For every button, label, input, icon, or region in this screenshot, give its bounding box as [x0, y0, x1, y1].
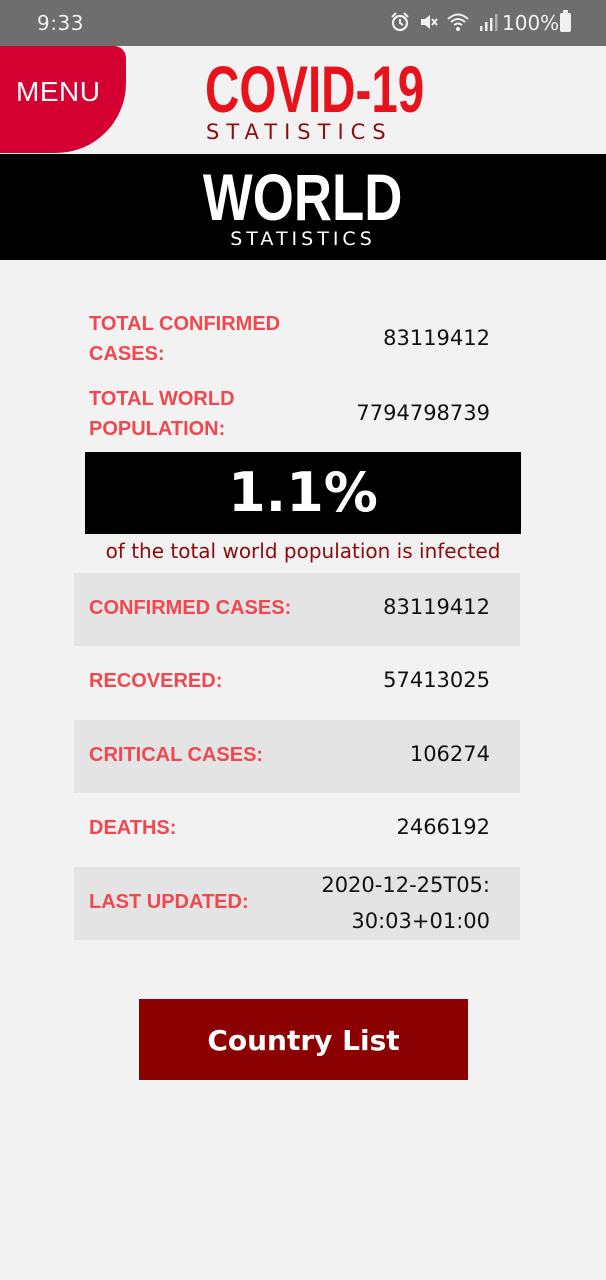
confirmed-label: CONFIRMED CASES: [89, 597, 292, 619]
stat-row-deaths: DEATHS: 2466192 [74, 793, 520, 866]
stat-row-recovered: RECOVERED: 57413025 [74, 646, 520, 719]
menu-label: MENU [16, 76, 101, 107]
status-icons [390, 12, 506, 32]
last-updated-value: 2020-12-25T05: 30:03+01:00 [321, 867, 490, 939]
battery-icon [560, 10, 571, 32]
wifi-icon [447, 13, 469, 31]
confirmed-value: 83119412 [383, 595, 490, 619]
stat-row-confirmed: CONFIRMED CASES: 83119412 [74, 573, 520, 646]
total-confirmed-label: TOTAL CONFIRMED CASES: [89, 313, 281, 365]
deaths-label: DEATHS: [89, 817, 177, 839]
critical-label: CRITICAL CASES: [89, 744, 264, 766]
last-updated-label: LAST UPDATED: [89, 891, 249, 913]
stat-row-last-updated: LAST UPDATED: 2020-12-25T05: 30:03+01:00 [74, 867, 520, 940]
last-updated-line2: 30:03+01:00 [351, 909, 490, 933]
signal-icon [480, 14, 498, 31]
battery-percent: 100% [502, 11, 560, 35]
last-updated-line1: 2020-12-25T05: [321, 873, 490, 897]
alarm-icon [391, 12, 409, 32]
banner-subtitle: STATISTICS [230, 228, 376, 250]
total-confirmed-value: 83119412 [383, 326, 490, 350]
critical-value: 106274 [409, 742, 490, 766]
app-header: MENU COVID-19 STATISTICS [0, 46, 606, 154]
mute-icon [421, 15, 438, 29]
stat-row-critical: CRITICAL CASES: 106274 [74, 720, 520, 793]
banner-title-text: WORLD [203, 160, 403, 234]
recovered-label: RECOVERED: [89, 670, 223, 692]
infected-percent: 1.1% [228, 461, 378, 524]
total-population-label: TOTAL WORLD POPULATION: [89, 388, 235, 440]
menu-button[interactable]: MENU [0, 46, 126, 153]
banner-title: WORLD [0, 164, 606, 230]
total-population-value: 7794798739 [356, 401, 490, 425]
status-time: 9:33 [37, 11, 84, 35]
infected-percent-box: 1.1% [85, 452, 521, 534]
world-banner: WORLD STATISTICS [0, 154, 606, 260]
app-subtitle: STATISTICS [206, 120, 393, 144]
status-bar: 9:33 100% [0, 0, 606, 46]
country-list-button[interactable]: Country List [139, 999, 468, 1080]
infected-caption: of the total world population is infecte… [105, 539, 501, 563]
deaths-value: 2466192 [396, 815, 490, 839]
app-title: COVID-19 [205, 52, 425, 126]
recovered-value: 57413025 [383, 668, 490, 692]
